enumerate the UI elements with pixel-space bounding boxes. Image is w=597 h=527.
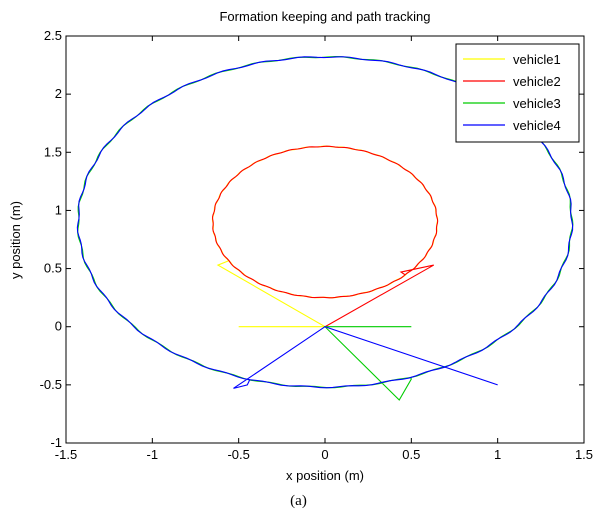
- y-tick-label: 1: [55, 202, 62, 217]
- y-tick-label: 1.5: [44, 144, 62, 159]
- legend-label-vehicle1: vehicle1: [513, 52, 561, 67]
- x-tick-label: 1: [494, 447, 501, 462]
- x-tick-label: 0.5: [402, 447, 420, 462]
- legend-label-vehicle2: vehicle2: [513, 74, 561, 89]
- figure-caption: (a): [290, 493, 307, 509]
- y-tick-label: 0.5: [44, 261, 62, 276]
- legend-box: [455, 43, 580, 143]
- y-tick-label: 0: [55, 319, 62, 334]
- legend-label-vehicle3: vehicle3: [513, 96, 561, 111]
- chart-title: Formation keeping and path tracking: [219, 9, 430, 24]
- x-tick-label: -1: [147, 447, 159, 462]
- y-tick-label: -1: [50, 435, 62, 450]
- series-line-vehicle4: [76, 56, 574, 389]
- y-tick-label: 2: [55, 86, 62, 101]
- tick-layer: -1.5 -1 -0.5 0 0.5 1 1.5-1-0.500.511.522.5: [40, 28, 593, 462]
- x-tick-label: 1.5: [575, 447, 593, 462]
- y-axis-label: y position (m): [8, 201, 23, 279]
- legend-label-vehicle4: vehicle4: [513, 118, 561, 133]
- y-tick-label: 2.5: [44, 28, 62, 43]
- legend: vehicle1 vehicle2 vehicle3 vehicle4: [455, 43, 580, 143]
- x-tick-label: -1.5: [55, 447, 77, 462]
- series-layer: [76, 55, 574, 401]
- x-axis-label: x position (m): [286, 468, 364, 483]
- x-tick-label: 0: [321, 447, 328, 462]
- y-tick-label: -0.5: [40, 377, 62, 392]
- series-line-vehicle3: [77, 55, 574, 401]
- series-line-vehicle2: [212, 145, 439, 328]
- x-tick-label: -0.5: [227, 447, 249, 462]
